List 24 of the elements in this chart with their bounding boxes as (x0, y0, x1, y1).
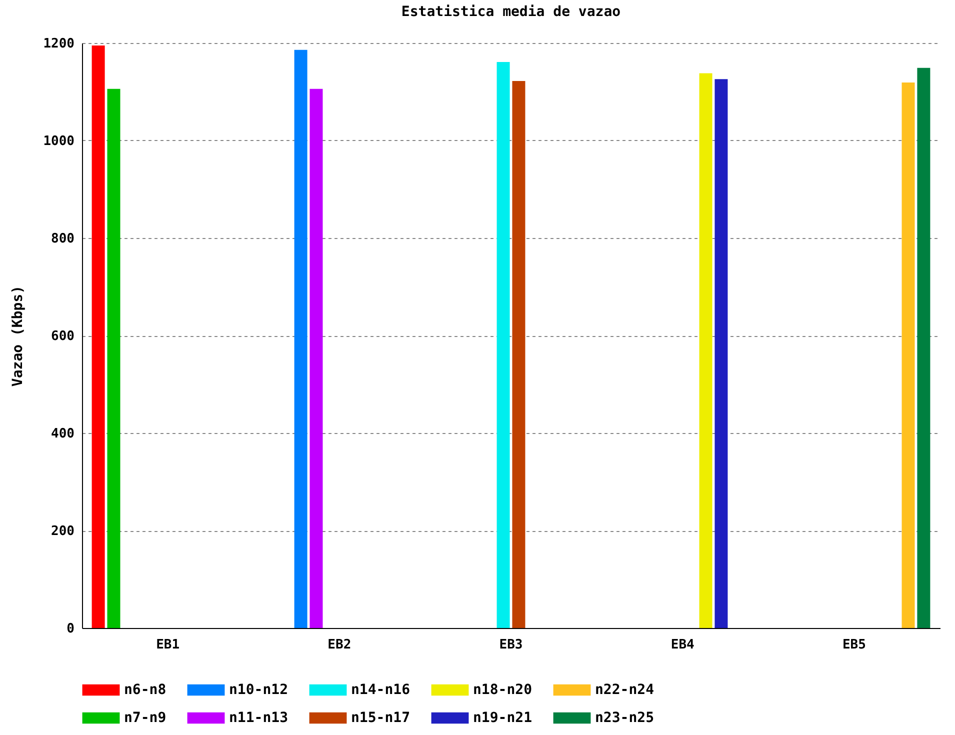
x-tick-label: EB5 (842, 638, 866, 652)
chart-title: Estatistica media de vazao (401, 4, 621, 20)
y-tick-label: 400 (51, 426, 75, 442)
x-tick-label: EB2 (328, 638, 352, 652)
legend-label: n22-n24 (595, 682, 654, 698)
y-tick-label: 800 (51, 232, 75, 246)
y-tick-label: 600 (51, 329, 75, 344)
y-tick-label: 200 (51, 524, 75, 539)
legend-label: n6-n8 (124, 682, 166, 698)
x-tick-label: EB3 (499, 638, 523, 652)
legend-label: n14-n16 (351, 682, 410, 698)
legend-label: n19-n21 (473, 710, 532, 726)
legend-label: n15-n17 (351, 710, 410, 726)
legend-label: n11-n13 (229, 710, 288, 726)
legend-label: n18-n20 (473, 682, 532, 698)
y-tick-label: 0 (66, 622, 75, 636)
legend-label: n23-n25 (595, 710, 654, 726)
y-axis-title: Vazao (Kbps) (10, 285, 26, 387)
legend-label: n10-n12 (229, 682, 288, 698)
y-tick-label: 1200 (43, 36, 75, 52)
x-tick-label: EB1 (156, 638, 180, 652)
x-tick-label: EB4 (670, 638, 695, 652)
y-tick-label: 1000 (43, 134, 75, 149)
legend-label: n7-n9 (124, 710, 166, 726)
